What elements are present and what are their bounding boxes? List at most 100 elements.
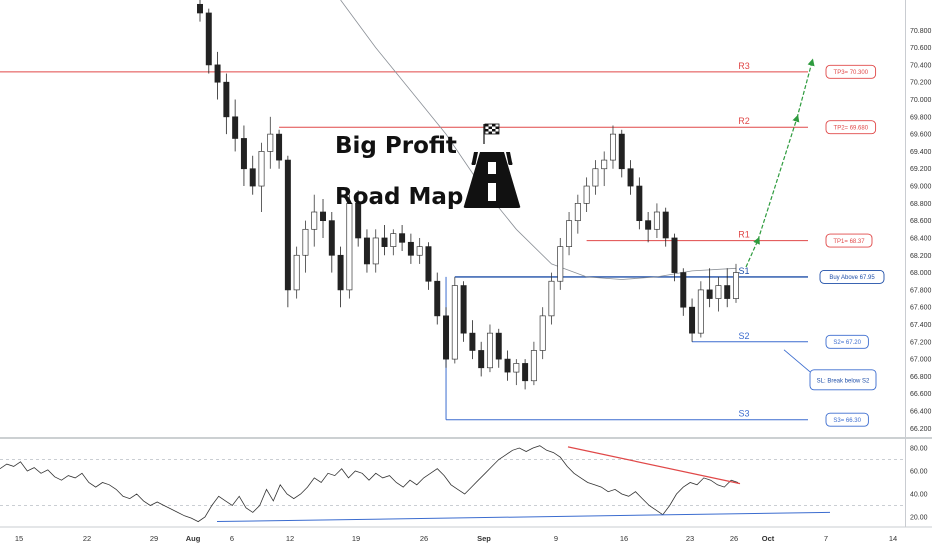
candle xyxy=(574,194,581,234)
candle xyxy=(399,224,406,251)
candle xyxy=(197,0,203,22)
time-tick-label: 9 xyxy=(554,534,558,543)
price-tick-label: 66.800 xyxy=(910,374,932,381)
oscillator-tick-label: 20.00 xyxy=(910,514,928,521)
time-tick-label: 23 xyxy=(686,534,694,543)
candle xyxy=(653,203,660,238)
candle xyxy=(337,246,344,308)
candle-body xyxy=(680,272,687,308)
time-tick-label: Aug xyxy=(186,534,201,543)
price-tick-label: 69.800 xyxy=(910,114,932,121)
price-tick-label: 70.800 xyxy=(910,28,932,35)
candle xyxy=(276,129,283,169)
level-s1: S1 xyxy=(454,266,808,278)
price-tick-label: 67.600 xyxy=(910,305,932,312)
candle xyxy=(495,328,502,368)
callout-text: S2= 67.20 xyxy=(833,340,861,346)
candle-body xyxy=(460,285,467,334)
candle xyxy=(434,272,441,325)
candle xyxy=(618,129,625,178)
candle xyxy=(223,73,230,135)
candle xyxy=(214,51,221,100)
candle-body xyxy=(328,220,335,256)
stop-loss-callout: SL: Break below S2 xyxy=(783,349,877,391)
level-s2: S2 xyxy=(692,331,808,343)
time-tick-label: 12 xyxy=(286,534,294,543)
candle xyxy=(372,229,379,273)
oscillator-tick-label: 60.00 xyxy=(910,469,928,476)
candle xyxy=(320,199,327,238)
candle xyxy=(671,233,678,282)
level-r2: R2 xyxy=(279,116,808,128)
candle xyxy=(645,212,652,243)
candle xyxy=(583,177,590,213)
candle xyxy=(478,341,485,377)
price-tick-label: 70.600 xyxy=(910,45,932,52)
projection-arrow xyxy=(745,236,760,268)
candle-body xyxy=(548,280,555,317)
callout-text: TP3= 70.300 xyxy=(834,70,869,76)
candle xyxy=(311,194,318,247)
callout-pointer xyxy=(783,349,811,373)
candle xyxy=(381,224,388,256)
chart-title-group: Big Profit Road Map xyxy=(335,123,521,210)
candle-body xyxy=(223,81,230,118)
level-callout: S2= 67.20 xyxy=(825,334,869,349)
candle xyxy=(258,142,265,213)
candle xyxy=(733,263,739,303)
price-tick-label: 67.800 xyxy=(910,287,932,294)
price-tick-label: 69.400 xyxy=(910,149,932,156)
level-callout: S3= 66.30 xyxy=(825,412,869,427)
candle xyxy=(566,212,573,256)
moving-average-line xyxy=(340,0,737,280)
candle-body xyxy=(249,168,256,187)
candle xyxy=(425,242,432,290)
candle xyxy=(240,125,247,187)
candle-body xyxy=(399,233,406,243)
oscillator-resistance-line xyxy=(567,446,741,485)
level-label: R3 xyxy=(738,61,750,71)
candle xyxy=(293,246,300,299)
price-tick-label: 67.200 xyxy=(910,339,932,346)
candle xyxy=(689,298,696,342)
callout-text: TP1= 68.37 xyxy=(833,239,865,245)
candle-body xyxy=(381,237,388,247)
candle-body xyxy=(267,133,274,152)
callout-box xyxy=(819,269,885,284)
price-tick-label: 66.600 xyxy=(910,391,932,398)
candle xyxy=(504,350,511,381)
callout-box xyxy=(825,412,869,427)
candle xyxy=(627,160,634,195)
candle-body xyxy=(522,363,529,382)
candle-body xyxy=(513,363,520,373)
candle xyxy=(539,307,546,360)
candle xyxy=(460,281,467,342)
price-tick-label: 70.200 xyxy=(910,80,932,87)
candle-body xyxy=(689,306,696,334)
level-callout: TP3= 70.300 xyxy=(825,64,877,79)
candle xyxy=(636,177,643,230)
candle xyxy=(328,212,335,273)
candle-body xyxy=(636,185,643,222)
level-label: R2 xyxy=(738,116,750,126)
time-tick-label: 29 xyxy=(150,534,158,543)
price-tick-label: 66.200 xyxy=(910,426,932,433)
candle xyxy=(522,359,529,390)
price-tick-label: 68.400 xyxy=(910,235,932,242)
level-label: R1 xyxy=(738,230,750,240)
candle-body xyxy=(232,116,239,139)
candle-body xyxy=(671,237,678,273)
candle-body xyxy=(609,133,616,161)
candle xyxy=(416,237,423,264)
candle-body xyxy=(653,211,660,230)
candle xyxy=(601,151,608,187)
price-tick-label: 67.400 xyxy=(910,322,932,329)
candle-body xyxy=(478,350,485,369)
candle-body xyxy=(425,246,432,282)
candle-body xyxy=(697,289,704,334)
candle-body xyxy=(557,246,564,282)
candle-body xyxy=(407,241,414,256)
candle-body xyxy=(504,358,511,373)
